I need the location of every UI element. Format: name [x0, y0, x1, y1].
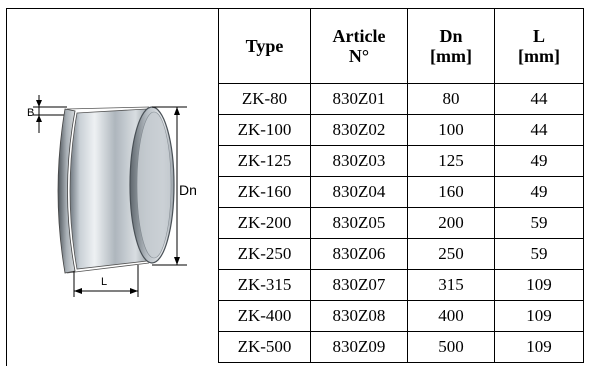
- cell-dn: 125: [407, 145, 495, 177]
- table-row: ZK-250 830Z06 250 59: [218, 238, 584, 270]
- cell-type: ZK-315: [218, 269, 311, 301]
- cell-article: 830Z03: [310, 145, 408, 177]
- cell-type: ZK-160: [218, 176, 311, 208]
- cell-l: 59: [494, 207, 584, 239]
- table-row: ZK-100 830Z02 100 44: [218, 114, 584, 146]
- cell-article: 830Z08: [310, 300, 408, 332]
- cell-dn: 250: [407, 238, 495, 270]
- table-row: ZK-125 830Z03 125 49: [218, 145, 584, 177]
- cell-type: ZK-100: [218, 114, 311, 146]
- cell-type: ZK-80: [218, 83, 311, 115]
- spec-table: Type Article N° Dn [mm] L [mm] ZK-80 830Z01…: [218, 8, 584, 363]
- cell-l: 109: [494, 331, 584, 363]
- coupling-illustration: [57, 106, 175, 274]
- cell-dn: 100: [407, 114, 495, 146]
- cell-l: 59: [494, 238, 584, 270]
- cell-type: ZK-125: [218, 145, 311, 177]
- cell-l: 109: [494, 300, 584, 332]
- cell-article: 830Z02: [310, 114, 408, 146]
- dimension-dn: Dn: [152, 106, 197, 266]
- cell-dn: 160: [407, 176, 495, 208]
- label-dn: Dn: [179, 182, 197, 198]
- dimension-l: L: [73, 265, 139, 297]
- cell-l: 44: [494, 83, 584, 115]
- cell-article: 830Z01: [310, 83, 408, 115]
- cell-dn: 80: [407, 83, 495, 115]
- label-l: L: [101, 276, 107, 288]
- cell-l: 49: [494, 176, 584, 208]
- cell-l: 109: [494, 269, 584, 301]
- cell-type: ZK-400: [218, 300, 311, 332]
- table-row: ZK-315 830Z07 315 109: [218, 269, 584, 301]
- table-row: ZK-200 830Z05 200 59: [218, 207, 584, 239]
- cell-type: ZK-200: [218, 207, 311, 239]
- header-article: Article N°: [310, 8, 408, 84]
- cell-dn: 400: [407, 300, 495, 332]
- cell-article: 830Z09: [310, 331, 408, 363]
- cell-l: 49: [494, 145, 584, 177]
- table-row: ZK-500 830Z09 500 109: [218, 331, 584, 363]
- product-spec-sheet: B Dn: [6, 8, 584, 366]
- cell-article: 830Z06: [310, 238, 408, 270]
- cell-article: 830Z04: [310, 176, 408, 208]
- label-b: B: [27, 107, 34, 119]
- table-row: ZK-80 830Z01 80 44: [218, 83, 584, 115]
- cell-type: ZK-500: [218, 331, 311, 363]
- table-row: ZK-400 830Z08 400 109: [218, 300, 584, 332]
- header-dn: Dn [mm]: [407, 8, 495, 84]
- cell-l: 44: [494, 114, 584, 146]
- cell-dn: 315: [407, 269, 495, 301]
- header-l: L [mm]: [494, 8, 584, 84]
- cell-dn: 500: [407, 331, 495, 363]
- table-row: ZK-160 830Z04 160 49: [218, 176, 584, 208]
- dimension-b: B: [27, 95, 67, 133]
- header-row: Type Article N° Dn [mm] L [mm]: [218, 8, 584, 84]
- cell-dn: 200: [407, 207, 495, 239]
- coupling-diagram-cell: B Dn: [6, 8, 219, 366]
- cell-article: 830Z07: [310, 269, 408, 301]
- cell-type: ZK-250: [218, 238, 311, 270]
- coupling-diagram: B Dn: [27, 95, 197, 297]
- cell-article: 830Z05: [310, 207, 408, 239]
- header-type: Type: [218, 8, 311, 84]
